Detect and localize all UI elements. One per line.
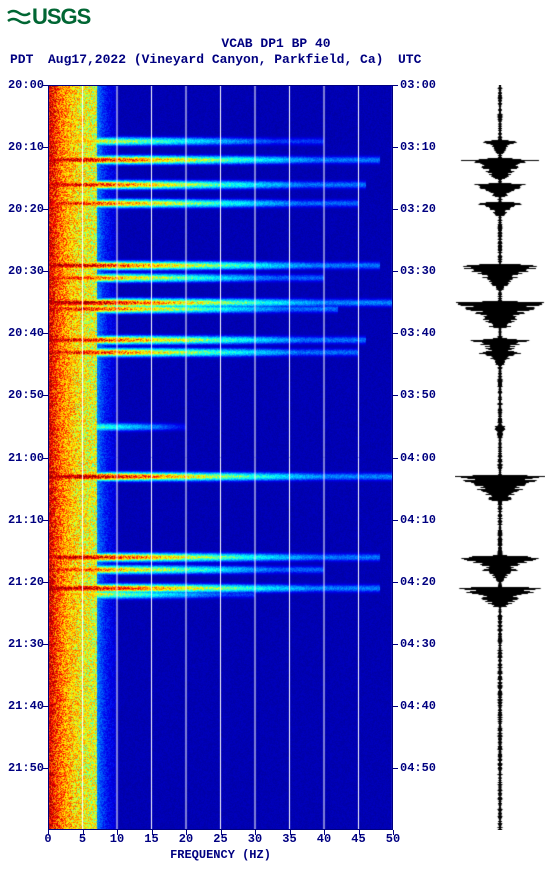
utc-tick: 03:10 — [400, 140, 436, 154]
utc-tick: 04:30 — [400, 637, 436, 651]
pdt-tick: 21:20 — [0, 575, 44, 589]
pdt-tick: 20:00 — [0, 78, 44, 92]
utc-tick: 03:20 — [400, 202, 436, 216]
tick-mark — [43, 271, 48, 272]
pdt-tick: 21:40 — [0, 699, 44, 713]
tick-mark — [393, 520, 398, 521]
tick-mark — [43, 706, 48, 707]
pdt-tick: 20:50 — [0, 388, 44, 402]
tick-mark — [43, 147, 48, 148]
utc-tick: 03:50 — [400, 388, 436, 402]
chart-title-date: Aug17,2022 (Vineyard Canyon, Parkfield, … — [48, 52, 383, 67]
tick-mark — [152, 830, 153, 835]
utc-tick: 03:40 — [400, 326, 436, 340]
tick-mark — [43, 395, 48, 396]
tick-mark — [43, 458, 48, 459]
waveform-plot — [455, 85, 545, 830]
tick-mark — [43, 209, 48, 210]
tick-mark — [393, 333, 398, 334]
tick-mark — [43, 333, 48, 334]
tick-mark — [83, 830, 84, 835]
usgs-logo: USGS — [6, 4, 90, 30]
utc-tick: 04:50 — [400, 761, 436, 775]
chart-title-station: VCAB DP1 BP 40 — [0, 36, 552, 51]
spectrogram-plot — [48, 85, 393, 830]
pdt-tick: 20:40 — [0, 326, 44, 340]
tick-mark — [393, 830, 394, 835]
tick-mark — [393, 458, 398, 459]
tick-mark — [393, 706, 398, 707]
x-axis-label: FREQUENCY (HZ) — [48, 848, 393, 862]
tick-mark — [43, 582, 48, 583]
tick-mark — [359, 830, 360, 835]
pdt-tick: 20:10 — [0, 140, 44, 154]
tick-mark — [48, 830, 49, 835]
utc-tick: 03:00 — [400, 78, 436, 92]
tick-mark — [43, 644, 48, 645]
pdt-tick: 21:50 — [0, 761, 44, 775]
utc-tick: 04:10 — [400, 513, 436, 527]
tz-left-label: PDT — [10, 52, 33, 67]
tick-mark — [393, 644, 398, 645]
utc-tick: 03:30 — [400, 264, 436, 278]
utc-tick: 04:20 — [400, 575, 436, 589]
pdt-tick: 20:30 — [0, 264, 44, 278]
tick-mark — [221, 830, 222, 835]
tick-mark — [393, 395, 398, 396]
tick-mark — [255, 830, 256, 835]
tick-mark — [43, 85, 48, 86]
tick-mark — [290, 830, 291, 835]
pdt-tick: 21:10 — [0, 513, 44, 527]
tick-mark — [393, 271, 398, 272]
tick-mark — [117, 830, 118, 835]
tick-mark — [324, 830, 325, 835]
utc-tick: 04:40 — [400, 699, 436, 713]
tick-mark — [393, 147, 398, 148]
pdt-tick: 20:20 — [0, 202, 44, 216]
tick-mark — [43, 768, 48, 769]
utc-tick: 04:00 — [400, 451, 436, 465]
tick-mark — [393, 209, 398, 210]
tick-mark — [393, 85, 398, 86]
tick-mark — [43, 520, 48, 521]
tick-mark — [393, 768, 398, 769]
tick-mark — [186, 830, 187, 835]
tz-right-label: UTC — [398, 52, 421, 67]
pdt-tick: 21:00 — [0, 451, 44, 465]
pdt-tick: 21:30 — [0, 637, 44, 651]
tick-mark — [393, 582, 398, 583]
usgs-logo-text: USGS — [32, 4, 90, 29]
